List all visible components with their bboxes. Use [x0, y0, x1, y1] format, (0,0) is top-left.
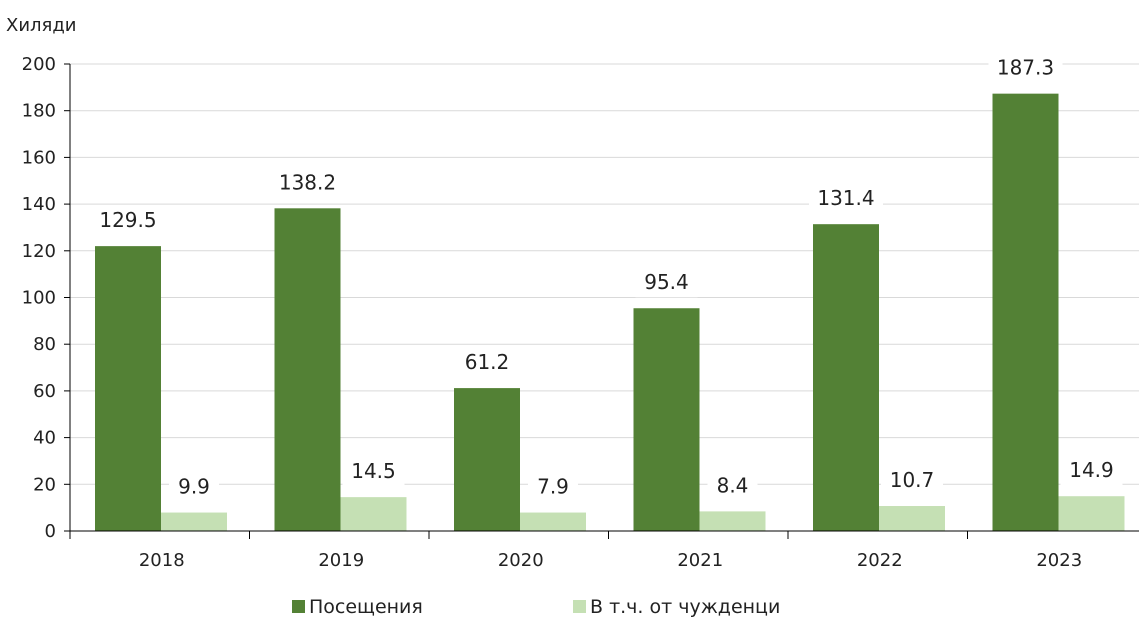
- legend-swatch: [573, 600, 586, 613]
- bar-visits: [813, 224, 879, 531]
- bar-foreigners: [879, 506, 945, 531]
- data-label: 129.5: [99, 208, 156, 232]
- bar-foreigners: [699, 511, 766, 531]
- legend-swatch: [292, 600, 305, 613]
- data-label: 61.2: [465, 350, 510, 374]
- x-tick-label: 2022: [857, 550, 903, 571]
- y-tick-label: 140: [22, 194, 56, 215]
- bar-foreigners: [161, 512, 227, 531]
- bar-visits: [633, 308, 700, 531]
- x-tick-label: 2021: [677, 550, 723, 571]
- data-label-bg: [988, 52, 1063, 83]
- bar-visits: [992, 93, 1059, 531]
- data-label: 187.3: [997, 56, 1054, 80]
- data-label-bg: [528, 471, 578, 502]
- data-label-bg: [881, 465, 943, 496]
- y-tick-label: 160: [22, 147, 56, 168]
- bar-foreigners: [340, 497, 407, 531]
- y-tick-label: 0: [45, 521, 56, 542]
- bar-foreigners: [1058, 496, 1125, 531]
- data-labels: 129.5 138.2 61.2 95.4 131.4 187.3 9.9 14.5 7.9 8.…: [91, 52, 1123, 502]
- y-unit-label: Хиляди: [6, 15, 77, 36]
- data-label-bg: [91, 205, 165, 236]
- data-label-bg: [635, 267, 698, 298]
- data-label-bg: [456, 347, 518, 378]
- data-label-bg: [270, 167, 345, 198]
- bars: [95, 93, 1125, 532]
- axes: 0 20 40 60 80 100 120 140 160 180 200 2018 2019 2020 2…: [22, 54, 1139, 571]
- data-label: 95.4: [644, 270, 689, 294]
- data-label-bg: [1060, 455, 1123, 486]
- legend-label: В т.ч. от чужденци: [590, 596, 780, 618]
- data-label: 7.9: [537, 475, 569, 499]
- y-tick-label: 180: [22, 101, 56, 122]
- bar-visits: [95, 246, 161, 531]
- gridlines: [70, 63, 1139, 485]
- data-label: 14.5: [351, 459, 396, 483]
- data-label: 8.4: [717, 473, 749, 497]
- bar-visits: [454, 388, 520, 531]
- data-label: 138.2: [279, 170, 336, 194]
- data-label-bg: [169, 471, 219, 502]
- data-label-bg: [707, 470, 758, 501]
- y-tick-label: 120: [22, 241, 56, 262]
- data-label: 10.7: [890, 468, 935, 492]
- x-tick-label: 2023: [1036, 550, 1082, 571]
- bar-visits: [274, 208, 341, 532]
- data-label-bg: [809, 183, 883, 214]
- y-tick-label: 80: [33, 334, 56, 355]
- y-tick-label: 40: [33, 428, 56, 449]
- y-tick-label: 200: [22, 54, 56, 75]
- y-tick-label: 100: [22, 288, 56, 309]
- data-label: 131.4: [817, 186, 874, 210]
- legend-label: Посещения: [309, 596, 423, 618]
- x-tick-label: 2020: [498, 550, 544, 571]
- data-label: 9.9: [178, 475, 210, 499]
- data-label: 14.9: [1069, 458, 1114, 482]
- data-label-bg: [342, 456, 405, 487]
- x-tick-label: 2019: [318, 550, 364, 571]
- y-tick-label: 20: [33, 474, 56, 495]
- x-tick-label: 2018: [139, 550, 185, 571]
- y-tick-label: 60: [33, 381, 56, 402]
- bar-foreigners: [520, 512, 586, 531]
- legend: Посещения В т.ч. от чужденци: [292, 596, 780, 618]
